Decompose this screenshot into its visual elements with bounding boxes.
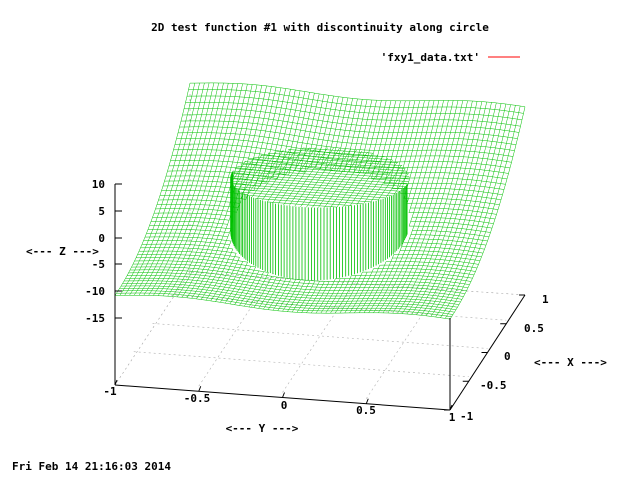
disk-top (230, 147, 410, 208)
y-tick-label: 1 (449, 411, 456, 424)
disk-wall (230, 171, 408, 281)
tick-marks (114, 183, 525, 411)
z-tick-label: -10 (85, 285, 105, 298)
z-axis-label: <--- Z ---> (26, 245, 99, 258)
legend: 'fxy1_data.txt' (381, 51, 520, 64)
x-tick-label: 0.5 (524, 322, 544, 335)
x-tick-label: -1 (460, 410, 474, 423)
floor-grid (133, 273, 507, 399)
surface-mesh (114, 82, 526, 320)
z-tick-label: 10 (92, 178, 105, 191)
back-grid (114, 94, 526, 386)
z-tick-label: 0 (98, 232, 105, 245)
z-tick-labels: 10 5 0 -5 -10 -15 (85, 178, 105, 325)
y-axis-label: <--- Y ---> (226, 422, 299, 435)
x-tick-labels: 1 0.5 0 -0.5 -1 (460, 293, 549, 423)
y-tick-label: 0.5 (356, 404, 376, 417)
y-tick-labels: -1 -0.5 0 0.5 1 (103, 385, 455, 424)
y-tick-label: 0 (281, 399, 288, 412)
legend-label: 'fxy1_data.txt' (381, 51, 480, 64)
y-tick-label: -1 (103, 385, 117, 398)
timestamp: Fri Feb 14 21:16:03 2014 (12, 460, 171, 473)
z-tick-label: -5 (92, 258, 105, 271)
x-tick-label: -0.5 (480, 379, 507, 392)
x-axis-label: <--- X ---> (534, 356, 607, 369)
x-tick-label: 0 (504, 350, 511, 363)
y-tick-label: -0.5 (184, 392, 211, 405)
chart-title: 2D test function #1 with discontinuity a… (151, 21, 489, 34)
x-tick-label: 1 (542, 293, 549, 306)
z-tick-label: -15 (85, 312, 105, 325)
z-tick-label: 5 (98, 205, 105, 218)
